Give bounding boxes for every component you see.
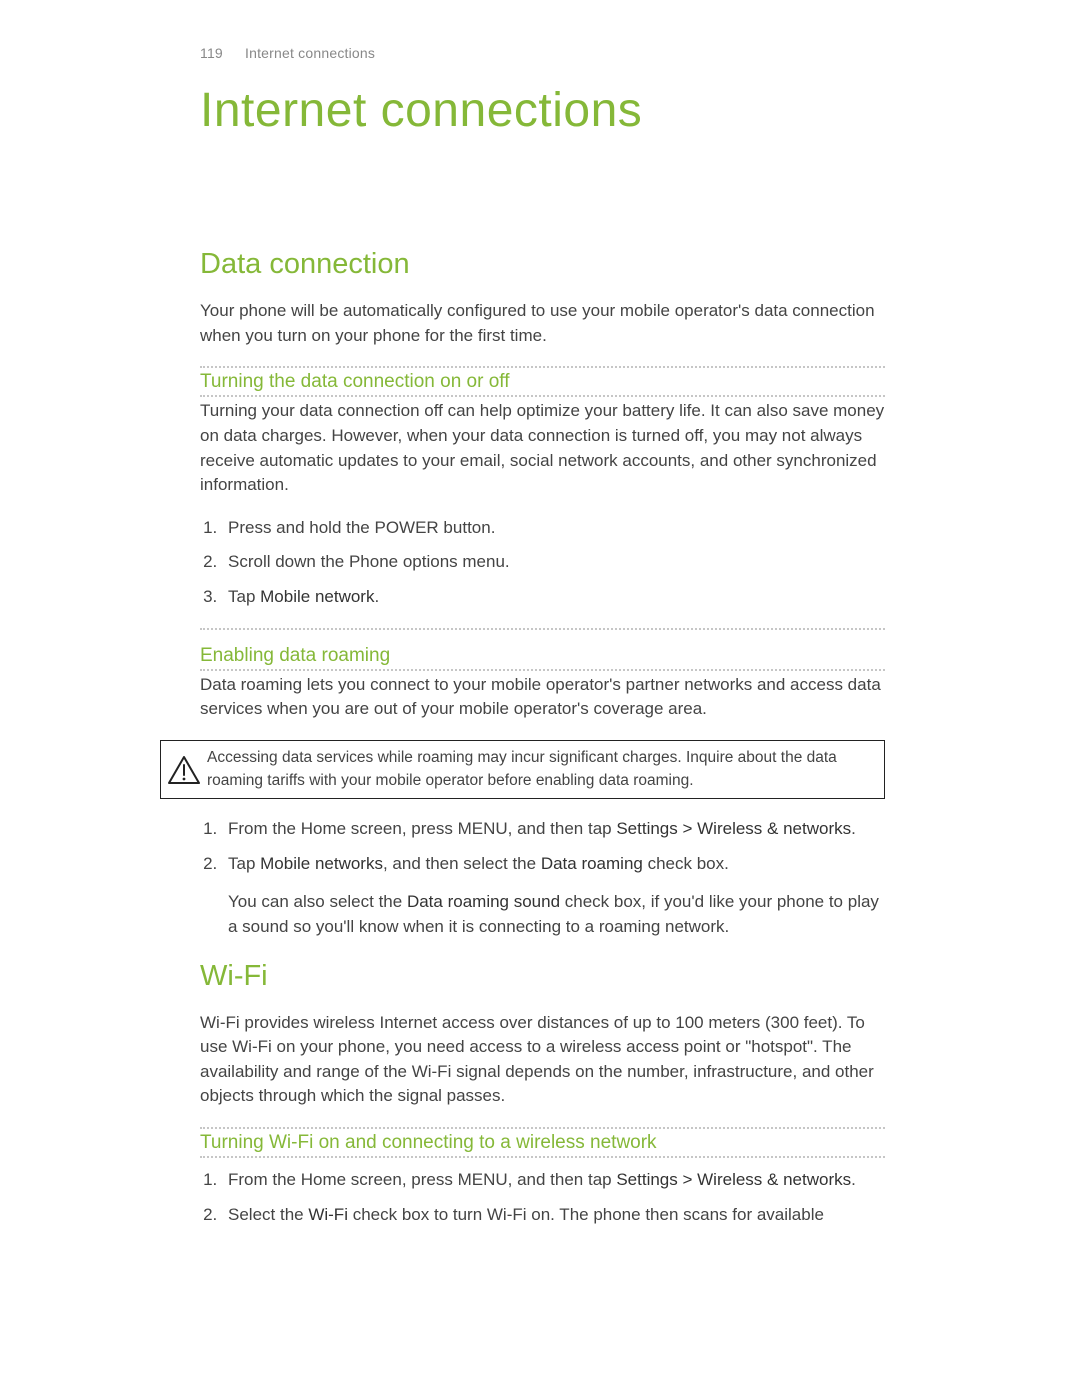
step-item: Tap Mobile network. bbox=[222, 585, 885, 610]
step-text: Tap bbox=[228, 587, 260, 606]
step-bold: Settings > Wireless & networks bbox=[616, 819, 851, 838]
header-section: Internet connections bbox=[245, 45, 375, 61]
chapter-title: Internet connections bbox=[200, 83, 885, 138]
step-text: Tap bbox=[228, 854, 260, 873]
enable-roaming-body: Data roaming lets you connect to your mo… bbox=[200, 673, 885, 722]
steps-enable-roaming: From the Home screen, press MENU, and th… bbox=[222, 817, 885, 940]
step-text: From the Home screen, press MENU, and th… bbox=[228, 819, 616, 838]
step-sub-paragraph: You can also select the Data roaming sou… bbox=[228, 890, 885, 939]
step-text: . bbox=[374, 587, 379, 606]
step-item: Select the Wi-Fi check box to turn Wi-Fi… bbox=[222, 1203, 885, 1228]
data-connection-intro: Your phone will be automatically configu… bbox=[200, 299, 885, 348]
wifi-intro: Wi-Fi provides wireless Internet access … bbox=[200, 1011, 885, 1110]
section-data-connection: Data connection bbox=[200, 248, 885, 281]
warning-icon bbox=[167, 755, 201, 785]
turn-data-body: Turning your data connection off can hel… bbox=[200, 399, 885, 498]
step-text: . bbox=[851, 1170, 856, 1189]
step-item: From the Home screen, press MENU, and th… bbox=[222, 1168, 885, 1193]
step-bold: Settings > Wireless & networks bbox=[616, 1170, 851, 1189]
step-bold: Data roaming bbox=[541, 854, 643, 873]
page-number: 119 bbox=[200, 45, 223, 61]
steps-turn-wifi-on: From the Home screen, press MENU, and th… bbox=[222, 1168, 885, 1227]
subheading-turn-wifi-on: Turning Wi-Fi on and connecting to a wir… bbox=[200, 1127, 885, 1158]
step-text: From the Home screen, press MENU, and th… bbox=[228, 1170, 616, 1189]
page-header: 119 Internet connections bbox=[200, 45, 885, 61]
subheading-enable-roaming: Enabling data roaming bbox=[200, 642, 885, 671]
step-item: From the Home screen, press MENU, and th… bbox=[222, 817, 885, 842]
step-text: check box to turn Wi-Fi on. The phone th… bbox=[348, 1205, 824, 1224]
step-item: Tap Mobile networks, and then select the… bbox=[222, 852, 885, 940]
step-text: You can also select the bbox=[228, 892, 407, 911]
step-item: Press and hold the POWER button. bbox=[222, 516, 885, 541]
step-text: , and then select the bbox=[383, 854, 541, 873]
step-bold: Data roaming sound bbox=[407, 892, 560, 911]
warning-box: Accessing data services while roaming ma… bbox=[160, 740, 885, 799]
step-bold: Mobile networks bbox=[260, 854, 383, 873]
warning-text: Accessing data services while roaming ma… bbox=[207, 747, 874, 792]
step-item: Scroll down the Phone options menu. bbox=[222, 550, 885, 575]
steps-turn-data: Press and hold the POWER button. Scroll … bbox=[222, 516, 885, 610]
section-wifi: Wi-Fi bbox=[200, 960, 885, 993]
step-bold: Mobile network bbox=[260, 587, 374, 606]
step-text: . bbox=[851, 819, 856, 838]
document-page: 119 Internet connections Internet connec… bbox=[0, 0, 1080, 1397]
step-text: check box. bbox=[643, 854, 729, 873]
step-text: Select the bbox=[228, 1205, 308, 1224]
step-bold: Wi-Fi bbox=[308, 1205, 348, 1224]
subheading-turn-data-on-off: Turning the data connection on or off bbox=[200, 366, 885, 397]
divider bbox=[200, 628, 885, 630]
